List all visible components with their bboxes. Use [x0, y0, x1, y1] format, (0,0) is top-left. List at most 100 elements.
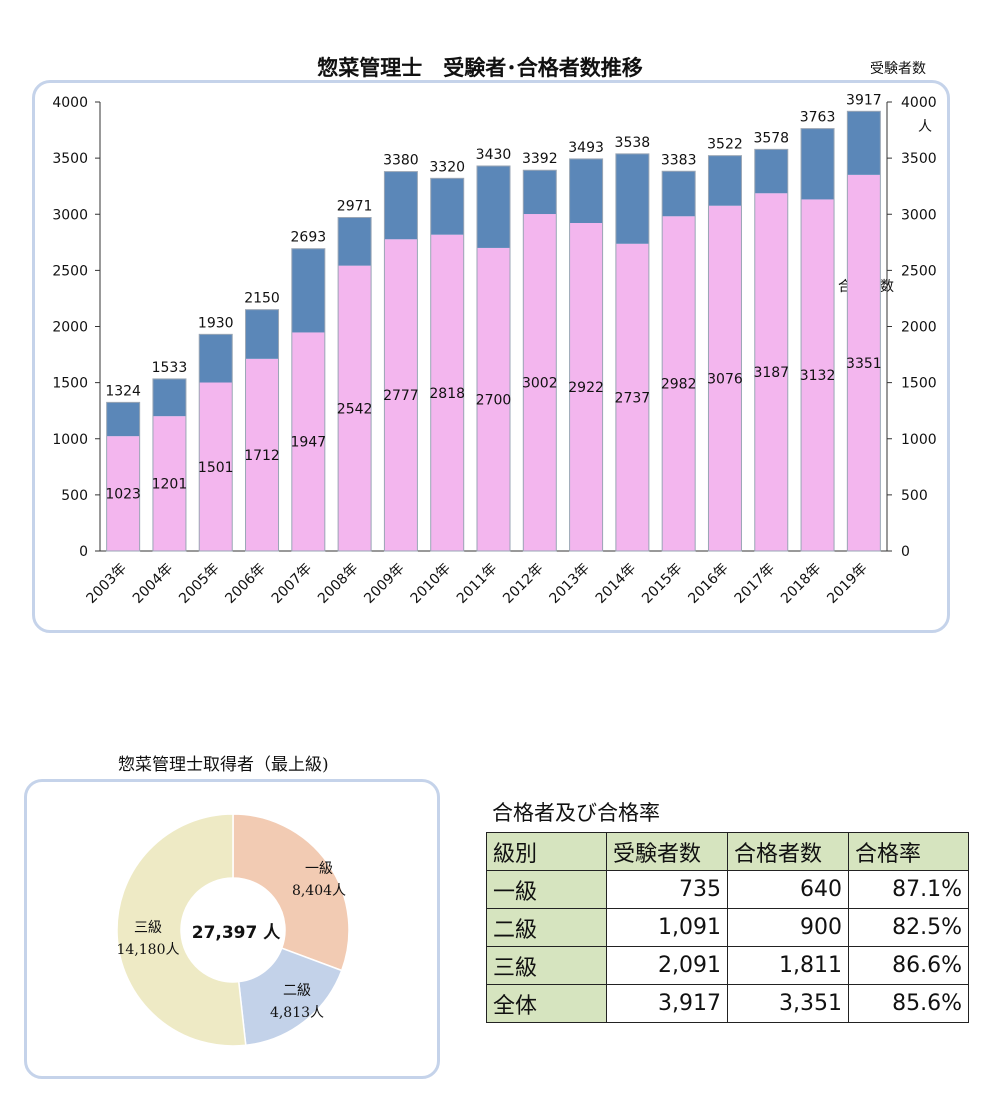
bar-pass [338, 265, 372, 551]
bar-pass [245, 358, 279, 551]
x-tick-label: 2012年 [500, 561, 546, 607]
bar-pass [662, 216, 696, 551]
cell-passers: 3,351 [727, 984, 849, 1023]
cell-passers: 1,811 [727, 946, 849, 985]
bar-outline [522, 169, 557, 552]
bar-outline [615, 153, 650, 552]
data-label-applicants: 3763 [800, 110, 836, 126]
x-tick-label: 2016年 [685, 561, 731, 607]
data-label-applicants: 1533 [152, 360, 188, 376]
cell-grade: 二級 [486, 908, 607, 947]
y-tick-label-left: 3000 [52, 207, 88, 223]
bar-outline [476, 165, 511, 552]
bar-applicants [106, 402, 140, 437]
data-label-pass: 2818 [429, 386, 465, 402]
table-row: 三級 2,091 1,811 86.6% [486, 946, 969, 985]
cell-passers: 640 [727, 870, 849, 909]
bar-chart: 0 0 500 500 1000 1000 1500 1500 2000 2000 2500 2500… [52, 92, 937, 607]
bar-pass [384, 239, 418, 552]
y-tick-label-right: 4000 [901, 95, 937, 111]
donut-label-grade1-name: 一級 [305, 861, 333, 877]
y-tick-label-right: 3500 [901, 151, 937, 167]
x-tick-label: 2005年 [176, 561, 222, 607]
data-label-applicants: 3493 [568, 140, 604, 156]
donut-title: 惣菜管理士取得者（最上級) [118, 755, 329, 775]
cell-pass-rate: 87.1% [848, 870, 969, 909]
bar-applicants [801, 128, 835, 200]
bar-outline [430, 177, 465, 552]
data-label-applicants: 1324 [105, 383, 141, 399]
donut-label-grade1: 一級 8,404人 [284, 858, 354, 902]
data-label-applicants: 3522 [707, 137, 743, 153]
data-label-applicants: 1930 [198, 315, 234, 331]
data-label-applicants: 2693 [291, 230, 327, 246]
donut-label-grade1-value: 8,404人 [291, 883, 347, 899]
data-label-applicants: 3538 [615, 135, 651, 151]
data-label-applicants: 3383 [661, 152, 697, 168]
bar-outline [198, 333, 233, 552]
y-tick-label-left: 0 [79, 544, 88, 560]
data-label-pass: 2777 [383, 388, 419, 404]
right-axis-caption: 受験者数 [870, 61, 926, 77]
data-label-pass: 3076 [707, 371, 743, 387]
x-tick-label: 2018年 [778, 561, 824, 607]
bar-applicants [291, 248, 325, 333]
bar-applicants [569, 158, 603, 224]
donut-chart [116, 813, 350, 1047]
bar-chart-frame [32, 80, 950, 633]
y-tick-label-right: 2000 [901, 320, 937, 336]
donut-slice [116, 813, 247, 1047]
donut-label-grade3-name: 三級 [134, 920, 162, 936]
y-tick-label-right: 1500 [901, 376, 937, 392]
bar-outline [707, 155, 742, 552]
x-tick-label: 2014年 [593, 561, 639, 607]
bar-outline [754, 148, 789, 552]
donut-label-grade2: 二級 4,813人 [262, 980, 332, 1024]
bar-pass [152, 416, 186, 551]
bar-pass [801, 199, 835, 552]
x-tick-label: 2003年 [84, 561, 130, 607]
donut-slice [237, 947, 343, 1047]
bar-pass [754, 193, 788, 551]
bar-outline [337, 217, 372, 552]
bar-outline [383, 171, 418, 552]
table-header-row: 級別 受験者数 合格者数 合格率 [486, 832, 969, 871]
data-label-pass: 2700 [476, 392, 512, 408]
data-label-applicants: 3578 [753, 130, 789, 146]
bar-outline [846, 110, 881, 552]
right-axis-unit: 人 [918, 119, 932, 135]
bar-outline [569, 158, 604, 552]
data-label-pass: 2737 [615, 390, 651, 406]
donut-label-grade3: 三級 14,180人 [106, 917, 190, 961]
bar-applicants [708, 155, 742, 206]
bar-applicants [477, 165, 510, 248]
y-tick-label-left: 2500 [52, 263, 88, 279]
donut-slice [232, 813, 350, 972]
data-label-pass: 2982 [661, 377, 697, 393]
bar-applicants [754, 149, 788, 194]
x-tick-label: 2008年 [315, 561, 361, 607]
cell-grade: 三級 [486, 946, 607, 985]
y-tick-label-right: 3000 [901, 207, 937, 223]
bar-applicants [338, 217, 372, 266]
data-label-pass: 1947 [291, 435, 327, 451]
bar-outline [245, 309, 280, 552]
bar-applicants [523, 170, 557, 215]
bar-pass [523, 214, 557, 551]
bar-applicants [615, 153, 649, 244]
cell-pass-rate: 85.6% [848, 984, 969, 1023]
table-row: 一級 735 640 87.1% [486, 870, 969, 909]
y-tick-label-right: 500 [901, 488, 928, 504]
bar-outline [291, 248, 326, 552]
data-label-pass: 1712 [244, 448, 280, 464]
data-label-applicants: 2150 [244, 291, 280, 307]
donut-frame [24, 779, 440, 1079]
x-tick-label: 2017年 [732, 561, 778, 607]
data-label-applicants: 3430 [476, 147, 512, 163]
cell-pass-rate: 86.6% [848, 946, 969, 985]
cell-passers: 900 [727, 908, 849, 947]
data-label-applicants: 3320 [429, 159, 465, 175]
bar-applicants [430, 178, 464, 235]
data-label-pass: 1201 [152, 477, 188, 493]
bar-pass [291, 332, 325, 551]
